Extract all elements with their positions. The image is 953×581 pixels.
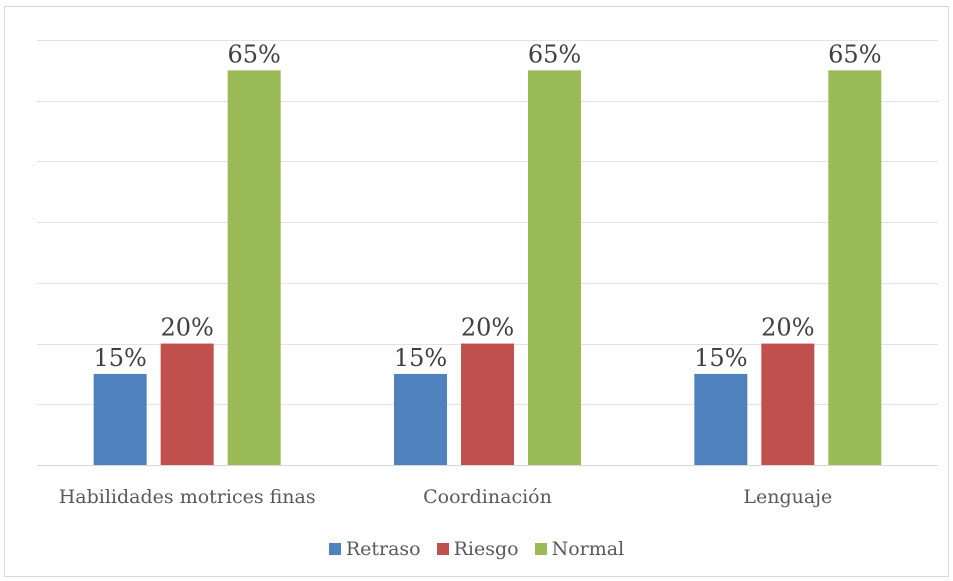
data-label-retraso-1: 15% xyxy=(394,344,447,372)
legend-item-retraso: Retraso xyxy=(328,538,421,560)
data-label-normal-0: 65% xyxy=(227,40,280,68)
x-tick-label: Habilidades motrices finas xyxy=(59,486,316,508)
bar-riesgo-2 xyxy=(761,343,815,465)
x-tick-label: Coordinación xyxy=(423,486,552,508)
legend-label: Riesgo xyxy=(453,538,519,560)
x-axis-tick-labels: Habilidades motrices finas Coordinación Le… xyxy=(59,486,833,508)
data-label-normal-1: 65% xyxy=(528,40,581,68)
data-label-riesgo-0: 20% xyxy=(160,314,213,342)
bar-riesgo-0 xyxy=(160,343,214,465)
bar-retraso-2 xyxy=(694,373,748,465)
legend-swatch xyxy=(436,543,449,555)
x-tick-label: Lenguaje xyxy=(743,486,832,508)
legend-label: Normal xyxy=(551,538,625,560)
data-label-normal-2: 65% xyxy=(828,40,881,68)
bars xyxy=(93,70,882,465)
bar-retraso-0 xyxy=(93,373,147,465)
bar-normal-0 xyxy=(227,70,281,465)
data-labels: 15% 20% 65% 15% 20% 65% 15% 20% 65% xyxy=(93,40,881,372)
legend-swatch xyxy=(534,543,547,555)
data-label-riesgo-1: 20% xyxy=(461,314,514,342)
bar-riesgo-1 xyxy=(461,343,514,465)
legend-item-normal: Normal xyxy=(534,538,625,560)
bar-normal-2 xyxy=(828,70,882,465)
bar-normal-1 xyxy=(528,70,581,465)
legend-swatch xyxy=(328,543,341,555)
legend-item-riesgo: Riesgo xyxy=(436,538,519,560)
bar-retraso-1 xyxy=(394,373,447,465)
legend: Retraso Riesgo Normal xyxy=(0,538,953,560)
data-label-riesgo-2: 20% xyxy=(761,314,814,342)
legend-label: Retraso xyxy=(345,538,421,560)
data-label-retraso-0: 15% xyxy=(93,344,146,372)
data-label-retraso-2: 15% xyxy=(694,344,747,372)
